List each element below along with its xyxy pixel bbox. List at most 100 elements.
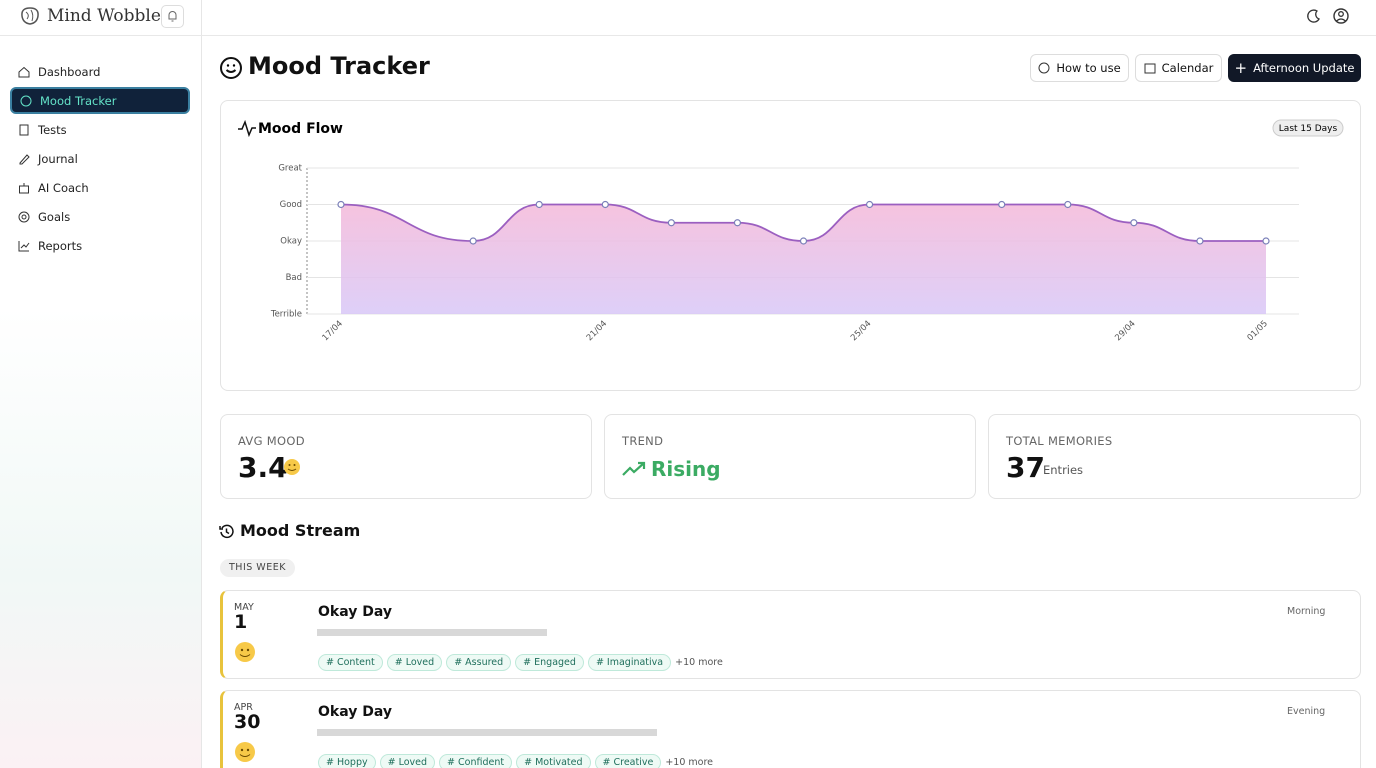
point [998, 200, 1006, 209]
point [865, 200, 874, 209]
tag-list: # Content # Loved # Assured # Engaged # Imag… [318, 650, 723, 671]
point [667, 219, 675, 227]
y-tick-label: Okay [280, 237, 302, 247]
tag: # Loved [379, 754, 436, 768]
nav-item[interactable]: Goals [10, 203, 190, 230]
x-tick-label: 25/04 [849, 319, 873, 343]
button[interactable]: How to use [1030, 54, 1129, 82]
x-tick-label: 21/04 [585, 319, 609, 343]
point [1130, 219, 1138, 227]
nav-item[interactable]: Dashboard [10, 58, 190, 85]
page-title: Mood Tracker [248, 52, 430, 80]
nav-label: Mood Tracker [40, 93, 117, 108]
entry-time: Evening [1287, 706, 1326, 717]
point [337, 200, 345, 209]
tag: # Creative [594, 754, 662, 768]
stat-card: TOTAL MEMORIES 37 Entries [988, 414, 1361, 499]
logo [21, 7, 39, 25]
tag: # Confident [439, 754, 513, 768]
chart-card: Mood Flow Last 15 Days Terrible Bad Okay Go… [220, 100, 1361, 391]
nav-label: AI Coach [38, 180, 89, 195]
nav-label: Dashboard [38, 64, 101, 79]
entry-card[interactable]: MAY 1 Okay Day Morning # Content # Loved #… [220, 590, 1361, 679]
button[interactable]: + Afternoon Update [1228, 54, 1361, 82]
more-tags: +10 more [675, 657, 723, 668]
point [601, 200, 609, 209]
x-tick-label: 01/05 [1245, 319, 1269, 343]
stat-label: AVG MOOD [238, 434, 305, 448]
tag: # Hoppy [318, 754, 376, 768]
nav-label: Tests [38, 122, 67, 137]
stream-icon [219, 524, 234, 539]
button[interactable]: Calendar [1135, 54, 1222, 82]
point [733, 219, 742, 227]
y-tick-label: Terrible [270, 310, 302, 320]
sidebar [0, 0, 202, 768]
nav-item[interactable]: Journal [10, 145, 190, 172]
redacted-text [317, 729, 657, 736]
stat-value: 37 [1006, 451, 1045, 484]
x-tick-label: 17/04 [320, 319, 344, 343]
point [469, 237, 477, 245]
y-tick-label: Great [278, 164, 302, 174]
entry-time: Morning [1287, 606, 1326, 617]
mood-emoji [284, 459, 300, 475]
nav-label: Reports [38, 238, 83, 253]
tag: # Motivated [516, 754, 591, 768]
nav-item[interactable]: AI Coach [10, 174, 190, 201]
tag: # Engaged [515, 654, 584, 671]
nav-item[interactable]: Tests [10, 116, 190, 143]
entry-title: Okay Day [318, 604, 392, 620]
section-title: Mood Stream [240, 521, 361, 540]
tag: # Assured [446, 654, 512, 671]
nav-item[interactable]: Mood Tracker [10, 87, 190, 114]
app-name: Mind Wobble [47, 6, 161, 26]
stat-label: TREND [622, 434, 664, 448]
tag-list: # Hoppy # Loved # Confident # Motivated # Cr… [318, 750, 713, 768]
button-label: How to use [1056, 61, 1121, 75]
entry-title: Okay Day [318, 704, 392, 720]
button-label: Afternoon Update [1253, 61, 1355, 75]
entry-day: 30 [234, 711, 261, 733]
chart-badge: Last 15 Days [1279, 124, 1338, 134]
trend-icon [622, 461, 646, 476]
topbar [0, 0, 1376, 36]
stat-card: TREND Rising [604, 414, 976, 499]
redacted-text [317, 629, 547, 636]
tag: # Imaginativa [587, 654, 672, 671]
button-label: Calendar [1161, 61, 1214, 75]
x-tick-label: 29/04 [1113, 319, 1137, 343]
title-icon [220, 57, 242, 79]
y-tick-label: Bad [286, 273, 302, 283]
entry-card[interactable]: APR 30 Okay Day Evening # Hoppy # Loved # … [220, 690, 1361, 768]
group-label: THIS WEEK [220, 559, 295, 577]
nav-item[interactable]: Reports [10, 232, 190, 259]
point [1196, 237, 1204, 245]
point [1064, 200, 1072, 209]
stat-label: TOTAL MEMORIES [1006, 434, 1113, 448]
stat-card: AVG MOOD 3.4 [220, 414, 592, 499]
nav-label: Journal [38, 151, 78, 166]
entry-month: MAY [234, 602, 254, 613]
mood-emoji [235, 742, 255, 762]
entry-day: 1 [234, 611, 248, 633]
theme-toggle[interactable] [1306, 8, 1322, 24]
point [535, 200, 543, 209]
account[interactable] [1332, 7, 1350, 25]
mood-emoji [235, 642, 255, 662]
tag: # Loved [386, 654, 443, 671]
stat-value: Rising [651, 457, 721, 481]
nav-label: Goals [38, 209, 71, 224]
point [799, 237, 808, 245]
notifications[interactable] [161, 5, 184, 28]
stat-unit: Entries [1043, 463, 1084, 477]
more-tags: +10 more [665, 757, 714, 768]
y-tick-label: Good [280, 200, 302, 210]
point [1262, 237, 1270, 245]
chart-title: Mood Flow [258, 121, 343, 137]
tag: # Content [318, 654, 383, 671]
chart: Mood Flow Last 15 Days Terrible Bad Okay Go… [238, 119, 1344, 343]
stat-value: 3.4 [238, 451, 288, 484]
area [341, 204, 1266, 314]
